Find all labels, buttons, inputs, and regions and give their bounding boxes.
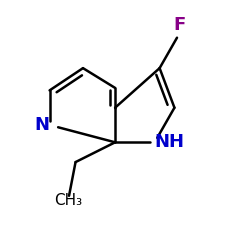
Text: N: N <box>34 116 50 134</box>
Text: CH₃: CH₃ <box>54 193 82 208</box>
Text: NH: NH <box>155 133 185 151</box>
Text: F: F <box>173 16 186 34</box>
